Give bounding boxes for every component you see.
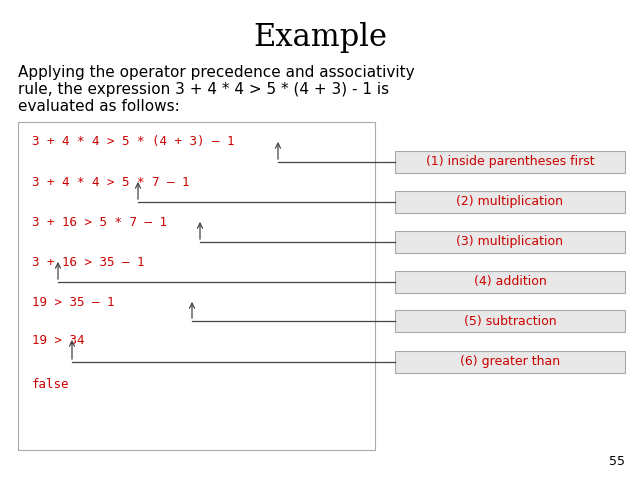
Text: (2) multiplication: (2) multiplication (456, 195, 563, 208)
Text: (6) greater than: (6) greater than (460, 356, 560, 369)
Bar (395, 310, 625, 332)
Text: 19 > 35 – 1: 19 > 35 – 1 (32, 296, 115, 309)
Text: (1) inside parentheses first: (1) inside parentheses first (426, 156, 595, 168)
Bar (395, 191, 625, 213)
Text: (3) multiplication: (3) multiplication (456, 236, 563, 249)
Text: 3 + 16 > 5 * 7 – 1: 3 + 16 > 5 * 7 – 1 (32, 216, 167, 228)
Text: false: false (32, 379, 70, 392)
Bar (395, 271, 625, 293)
Bar (395, 351, 625, 373)
Text: 3 + 4 * 4 > 5 * 7 – 1: 3 + 4 * 4 > 5 * 7 – 1 (32, 176, 189, 189)
Bar (395, 151, 625, 173)
Text: 3 + 4 * 4 > 5 * (4 + 3) – 1: 3 + 4 * 4 > 5 * (4 + 3) – 1 (32, 135, 234, 148)
Text: (4) addition: (4) addition (474, 276, 547, 288)
Text: Example: Example (253, 22, 387, 53)
Text: Applying the operator precedence and associativity: Applying the operator precedence and ass… (18, 65, 415, 80)
Bar (395, 231, 625, 253)
Text: rule, the expression 3 + 4 * 4 > 5 * (4 + 3) - 1 is: rule, the expression 3 + 4 * 4 > 5 * (4 … (18, 82, 389, 97)
Text: (5) subtraction: (5) subtraction (464, 314, 556, 327)
Text: evaluated as follows:: evaluated as follows: (18, 99, 180, 114)
Text: 3 + 16 > 35 – 1: 3 + 16 > 35 – 1 (32, 255, 145, 268)
Bar (18, 122, 375, 450)
Text: 19 > 34: 19 > 34 (32, 334, 84, 347)
Text: 55: 55 (609, 455, 625, 468)
